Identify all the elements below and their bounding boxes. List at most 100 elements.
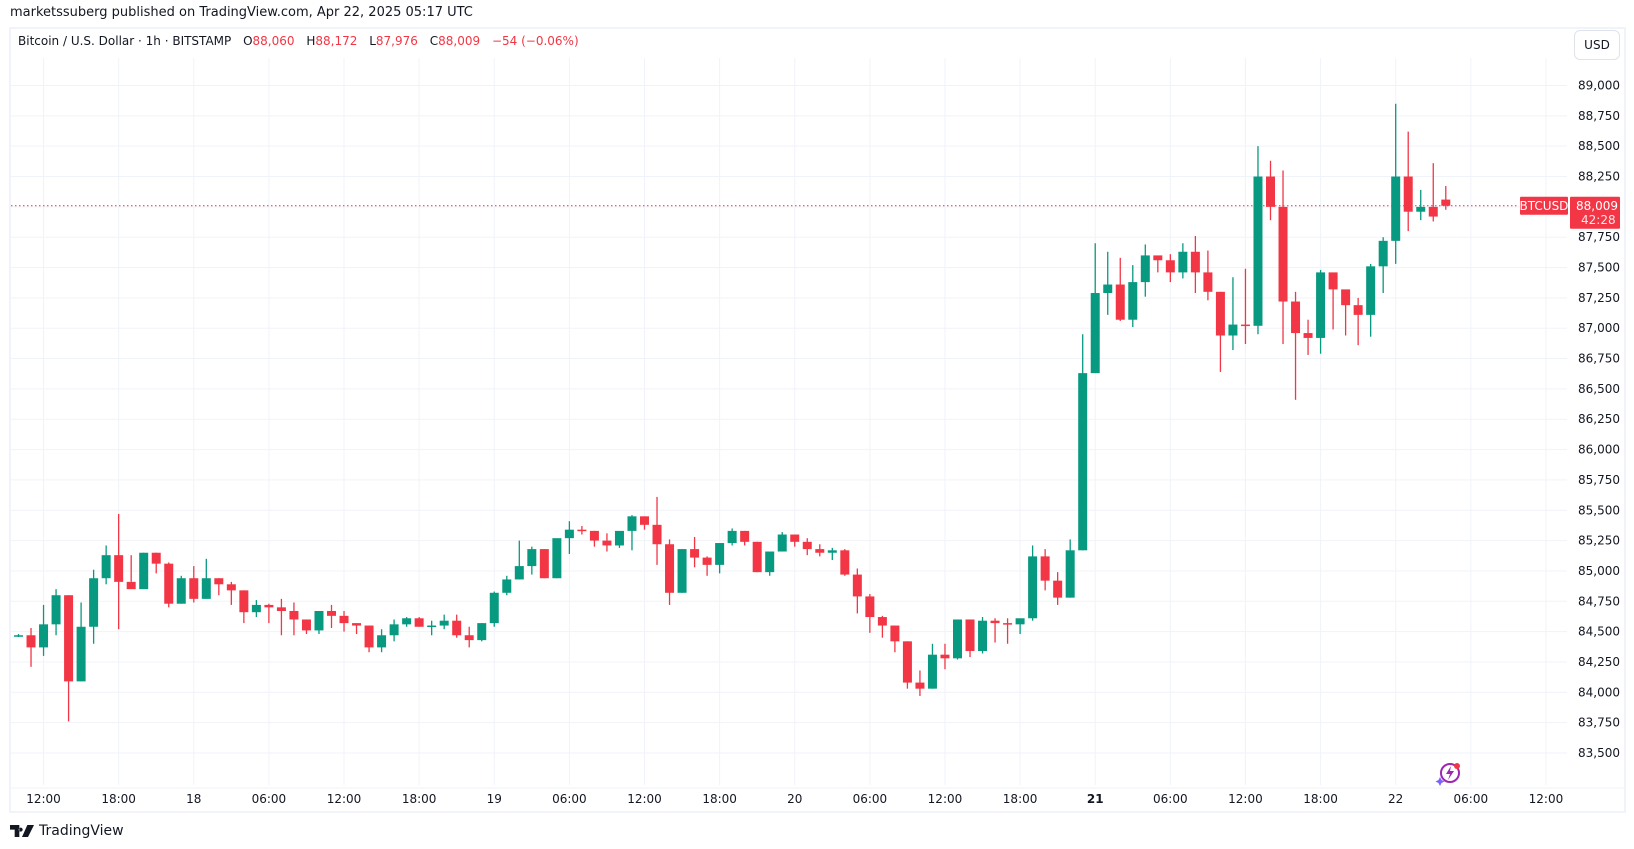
candle[interactable] [627, 515, 637, 551]
candle[interactable] [1391, 103, 1401, 264]
candle[interactable] [452, 614, 462, 638]
candle[interactable] [1341, 289, 1351, 336]
candle[interactable] [502, 575, 512, 596]
candle[interactable] [802, 538, 812, 556]
candle[interactable] [1366, 263, 1376, 337]
candle[interactable] [877, 615, 887, 638]
candle[interactable] [352, 623, 362, 635]
candle[interactable] [840, 549, 850, 576]
candle[interactable] [289, 602, 299, 636]
candle[interactable] [114, 513, 124, 630]
candle[interactable] [690, 536, 700, 568]
candle[interactable] [1416, 189, 1426, 221]
candle[interactable] [614, 530, 624, 548]
candle[interactable] [226, 581, 236, 605]
candle[interactable] [715, 543, 725, 574]
candle[interactable] [402, 617, 412, 627]
candle[interactable] [1153, 255, 1163, 273]
candle[interactable] [489, 591, 499, 627]
candle[interactable] [64, 595, 74, 722]
candle[interactable] [1115, 257, 1125, 321]
candle[interactable] [1103, 251, 1113, 315]
candle[interactable] [1028, 545, 1038, 621]
candle[interactable] [1303, 319, 1313, 355]
candle[interactable] [176, 575, 186, 604]
candle[interactable] [1253, 146, 1263, 335]
candle[interactable] [1215, 291, 1225, 372]
candle[interactable] [189, 566, 199, 603]
candle[interactable] [427, 620, 437, 636]
candle[interactable] [790, 534, 800, 547]
candle[interactable] [276, 598, 286, 636]
candle[interactable] [1165, 254, 1175, 283]
candle[interactable] [1078, 334, 1088, 551]
candle[interactable] [1441, 185, 1451, 210]
candle[interactable] [1065, 539, 1075, 598]
tradingview-logo[interactable]: TradingView [10, 823, 124, 839]
candle[interactable] [665, 539, 675, 605]
candle[interactable] [1015, 618, 1025, 635]
candle[interactable] [527, 546, 537, 575]
candle[interactable] [14, 634, 23, 638]
candle[interactable] [1353, 297, 1363, 346]
candle[interactable] [327, 604, 336, 628]
candle[interactable] [890, 625, 900, 653]
candle[interactable] [827, 547, 837, 561]
candle[interactable] [1003, 618, 1013, 644]
candle[interactable] [852, 568, 862, 614]
candle[interactable] [1403, 131, 1413, 232]
candle[interactable] [652, 496, 662, 565]
candle[interactable] [239, 590, 249, 624]
candle[interactable] [1228, 277, 1238, 351]
candle[interactable] [915, 670, 925, 696]
candle[interactable] [389, 619, 399, 642]
candle[interactable] [1040, 549, 1050, 591]
candle[interactable] [1190, 235, 1200, 294]
candle[interactable] [164, 562, 174, 608]
candle[interactable] [139, 552, 149, 590]
candle[interactable] [865, 593, 875, 633]
candle[interactable] [251, 600, 261, 618]
candle[interactable] [815, 544, 825, 557]
candle[interactable] [439, 614, 449, 630]
candle[interactable] [940, 643, 950, 670]
candle[interactable] [552, 538, 562, 579]
candle[interactable] [1178, 243, 1188, 279]
candle[interactable] [301, 619, 311, 635]
candle[interactable] [39, 604, 49, 656]
candle[interactable] [1053, 572, 1063, 605]
candle[interactable] [414, 617, 424, 627]
candle[interactable] [1378, 237, 1388, 294]
candle[interactable] [752, 541, 762, 573]
candle[interactable] [777, 532, 787, 552]
candle[interactable] [364, 625, 374, 653]
candle[interactable] [1278, 170, 1288, 344]
candle[interactable] [1316, 269, 1326, 354]
candle[interactable] [76, 602, 86, 682]
candle[interactable] [539, 549, 549, 579]
candle[interactable] [1140, 244, 1150, 297]
candle[interactable] [51, 589, 61, 636]
candle[interactable] [953, 619, 962, 660]
candle[interactable] [1203, 250, 1213, 301]
candle[interactable] [990, 618, 1000, 643]
candle[interactable] [1128, 265, 1138, 328]
candle[interactable] [1428, 163, 1438, 222]
candle[interactable] [126, 555, 136, 590]
candle[interactable] [1328, 272, 1338, 330]
candle[interactable] [602, 533, 612, 552]
candle[interactable] [902, 641, 912, 689]
currency-button[interactable]: USD [1574, 30, 1620, 60]
candle[interactable] [514, 540, 524, 580]
candle[interactable] [965, 619, 975, 658]
candle[interactable] [464, 626, 474, 648]
candle[interactable] [978, 617, 988, 654]
candle[interactable] [702, 556, 712, 576]
candle[interactable] [740, 530, 750, 546]
candle[interactable] [477, 623, 487, 642]
candle[interactable] [26, 627, 36, 667]
candle[interactable] [89, 569, 99, 644]
assistant-sparkle-icon[interactable] [1435, 763, 1461, 786]
candle[interactable] [339, 610, 349, 632]
